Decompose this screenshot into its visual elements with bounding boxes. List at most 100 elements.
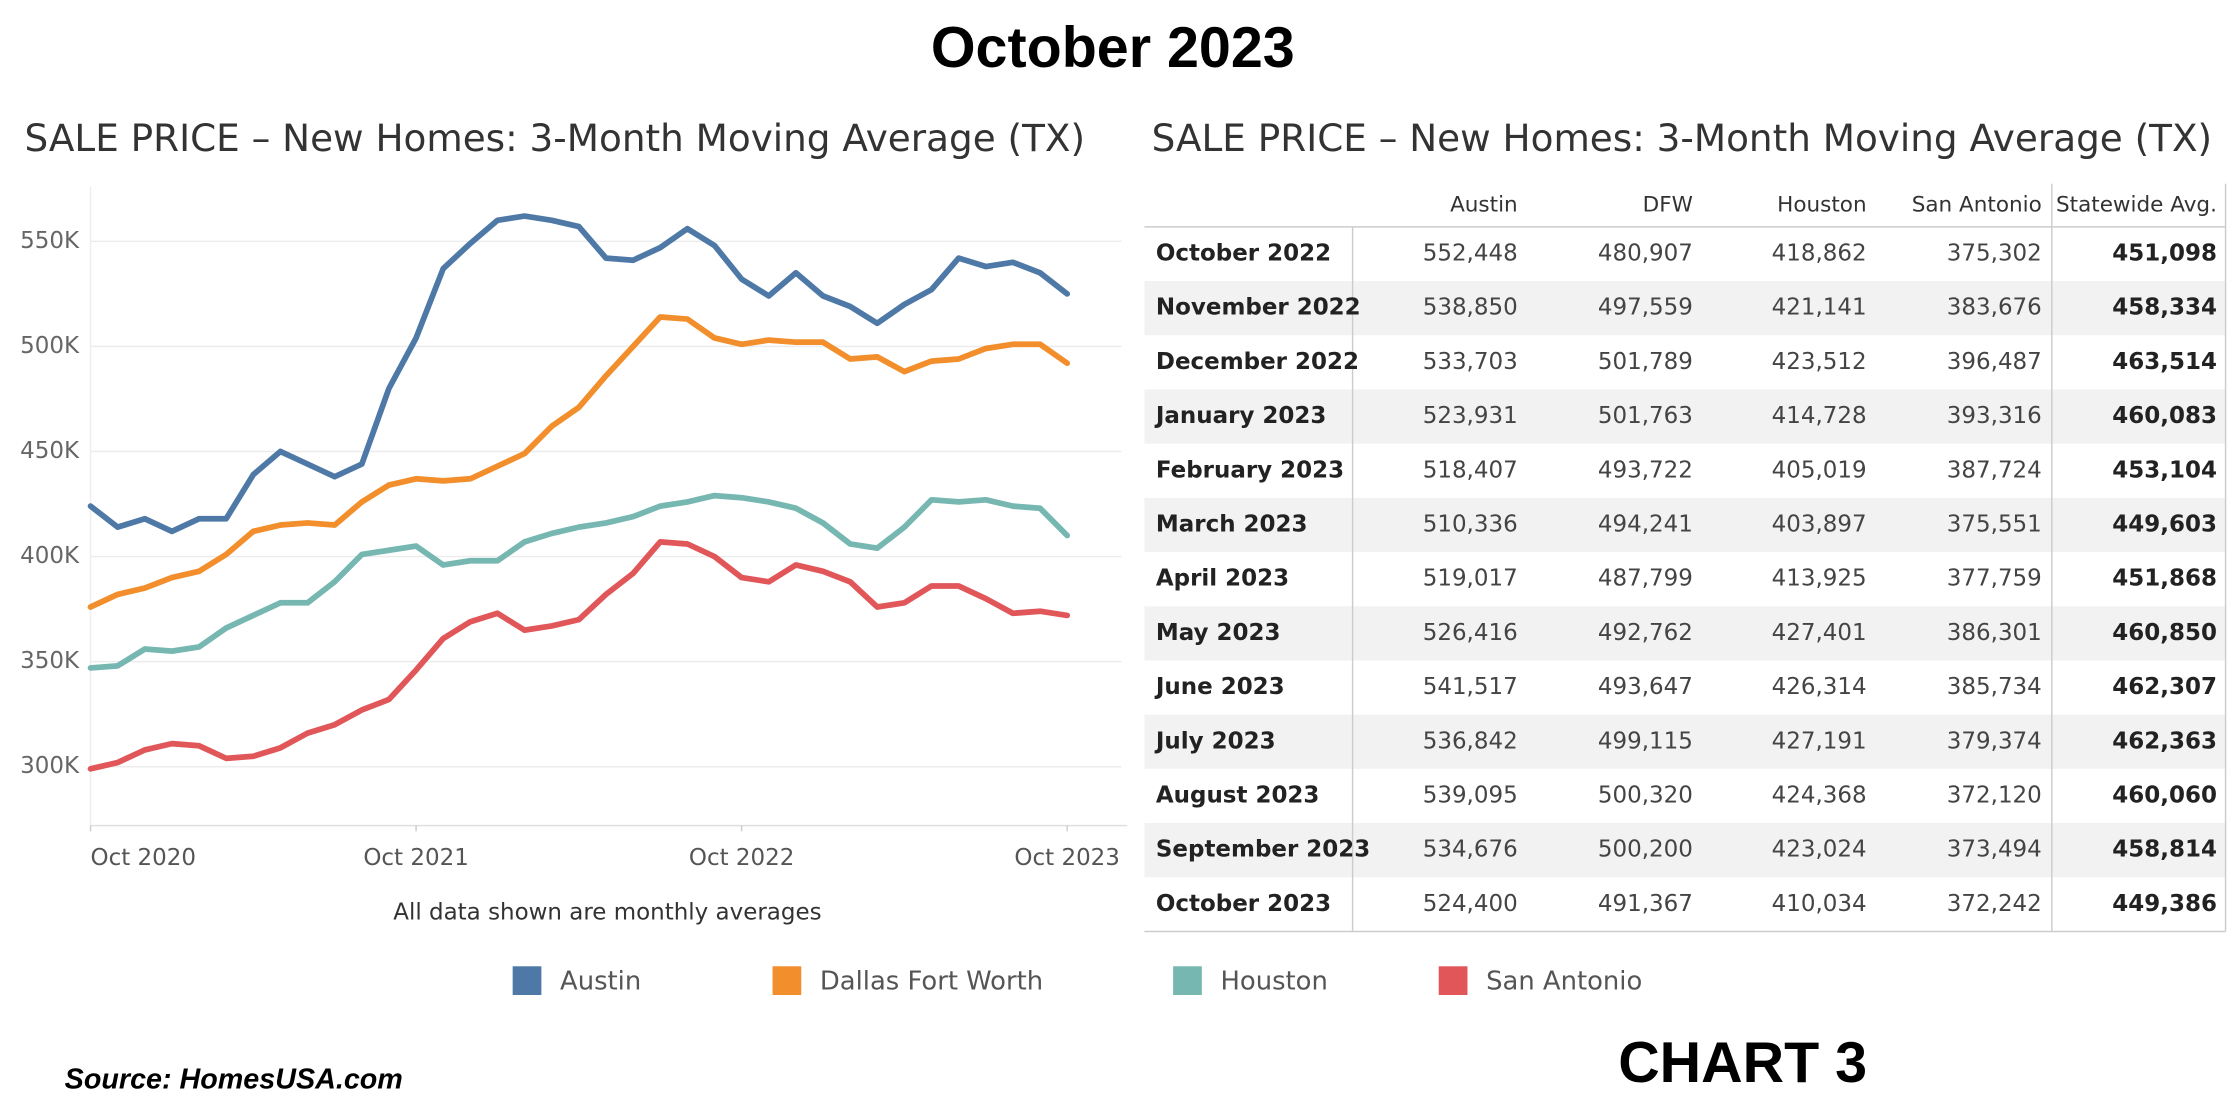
table-cell: 492,762: [1598, 620, 1693, 646]
column-header: DFW: [1643, 192, 1693, 217]
legend-label: Dallas Fort Worth: [820, 967, 1043, 997]
table-cell: 463,514: [2112, 349, 2217, 375]
table-cell: 458,334: [2112, 295, 2217, 321]
table-cell: 500,200: [1598, 837, 1693, 863]
row-label: February 2023: [1156, 457, 1344, 483]
row-label: October 2023: [1156, 891, 1331, 917]
table-cell: 373,494: [1947, 837, 2042, 863]
legend-swatch: [512, 966, 542, 996]
table-cell: 480,907: [1598, 240, 1693, 266]
table-cell: 372,242: [1947, 891, 2042, 917]
table-cell: 460,060: [2112, 782, 2217, 808]
legend-label: Houston: [1221, 967, 1328, 997]
table-cell: 539,095: [1423, 782, 1518, 808]
legend-swatch: [1173, 966, 1202, 996]
row-label: September 2023: [1156, 837, 1370, 863]
table-cell: 534,676: [1423, 837, 1518, 863]
table-cell: 405,019: [1772, 457, 1867, 483]
table-cell: 491,367: [1598, 891, 1693, 917]
table-cell: 385,734: [1947, 674, 2042, 700]
row-label: April 2023: [1156, 566, 1289, 592]
table-cell: 499,115: [1598, 728, 1693, 754]
table-cell: 383,676: [1947, 295, 2042, 321]
table-cell: 462,307: [2112, 674, 2217, 700]
table-cell: 524,400: [1423, 891, 1518, 917]
y-tick-label: 450K: [20, 438, 80, 464]
source: Source: HomesUSA.com: [65, 1064, 403, 1096]
row-band: [1144, 606, 2226, 661]
y-tick-label: 300K: [20, 753, 80, 779]
table-cell: 451,868: [2112, 566, 2217, 592]
table-cell: 487,799: [1598, 566, 1693, 592]
table-cell: 493,722: [1598, 457, 1693, 483]
column-header: Statewide Avg.: [2056, 192, 2217, 217]
table-cell: 377,759: [1947, 566, 2042, 592]
y-tick-label: 500K: [20, 333, 80, 359]
table-cell: 424,368: [1772, 782, 1867, 808]
table-cell: 518,407: [1423, 457, 1518, 483]
table-cell: 396,487: [1947, 349, 2042, 375]
chart-title: SALE PRICE – New Homes: 3-Month Moving A…: [24, 116, 1085, 160]
column-header: Houston: [1777, 192, 1866, 217]
table-cell: 421,141: [1772, 295, 1867, 321]
table-cell: 372,120: [1947, 782, 2042, 808]
table-cell: 449,386: [2112, 891, 2217, 917]
table-cell: 386,301: [1947, 620, 2042, 646]
y-tick-label: 350K: [20, 648, 80, 674]
row-label: November 2022: [1156, 295, 1361, 321]
table-cell: 501,789: [1598, 349, 1693, 375]
table-cell: 423,024: [1772, 837, 1867, 863]
column-header: San Antonio: [1912, 192, 2042, 217]
series-line: [87, 492, 1071, 671]
legend-swatch: [1438, 966, 1468, 996]
row-label: May 2023: [1156, 620, 1281, 646]
table-cell: 519,017: [1423, 566, 1518, 592]
table-cell: 526,416: [1423, 620, 1518, 646]
legend-label: San Antonio: [1486, 967, 1642, 997]
table-cell: 497,559: [1598, 295, 1693, 321]
table-cell: 414,728: [1772, 403, 1867, 429]
table-cell: 552,448: [1423, 240, 1518, 266]
x-tick-label: Oct 2021: [363, 845, 468, 871]
table-cell: 375,551: [1947, 511, 2042, 537]
table-cell: 458,814: [2112, 837, 2217, 863]
table-cell: 418,862: [1772, 240, 1867, 266]
x-tick-label: Oct 2020: [91, 845, 196, 871]
table-cell: 494,241: [1598, 511, 1693, 537]
table-cell: 536,842: [1423, 728, 1518, 754]
table-cell: 413,925: [1772, 566, 1867, 592]
legend-label: Austin: [560, 967, 641, 997]
legend-swatch: [772, 966, 802, 996]
x-note: All data shown are monthly averages: [393, 900, 821, 926]
table-cell: 501,763: [1598, 403, 1693, 429]
row-label: December 2022: [1156, 349, 1359, 375]
table-cell: 533,703: [1423, 349, 1518, 375]
x-tick-label: Oct 2023: [1014, 845, 1119, 871]
table-cell: 375,302: [1947, 240, 2042, 266]
table-cell: 460,083: [2112, 403, 2217, 429]
series-line: [87, 213, 1071, 535]
table-cell: 460,850: [2112, 620, 2217, 646]
table-cell: 462,363: [2112, 728, 2217, 754]
row-label: March 2023: [1156, 511, 1308, 537]
table-cell: 449,603: [2112, 511, 2217, 537]
table-cell: 500,320: [1598, 782, 1693, 808]
row-band: [1144, 281, 2226, 336]
table-cell: 426,314: [1772, 674, 1867, 700]
page-title: October 2023: [931, 16, 1295, 80]
row-band: [1144, 497, 2226, 553]
table-cell: 387,724: [1947, 457, 2042, 483]
series-line: [87, 538, 1071, 772]
table-title: SALE PRICE – New Homes: 3-Month Moving A…: [1152, 116, 2213, 160]
y-tick-label: 550K: [20, 228, 80, 254]
row-label: July 2023: [1154, 728, 1276, 754]
table-cell: 510,336: [1423, 511, 1518, 537]
row-band: [1144, 823, 2226, 878]
table-cell: 403,897: [1772, 511, 1867, 537]
table-cell: 451,098: [2112, 240, 2217, 266]
table-cell: 410,034: [1772, 891, 1867, 917]
chart-label: CHART 3: [1618, 1031, 1867, 1095]
row-band: [1144, 389, 2226, 444]
